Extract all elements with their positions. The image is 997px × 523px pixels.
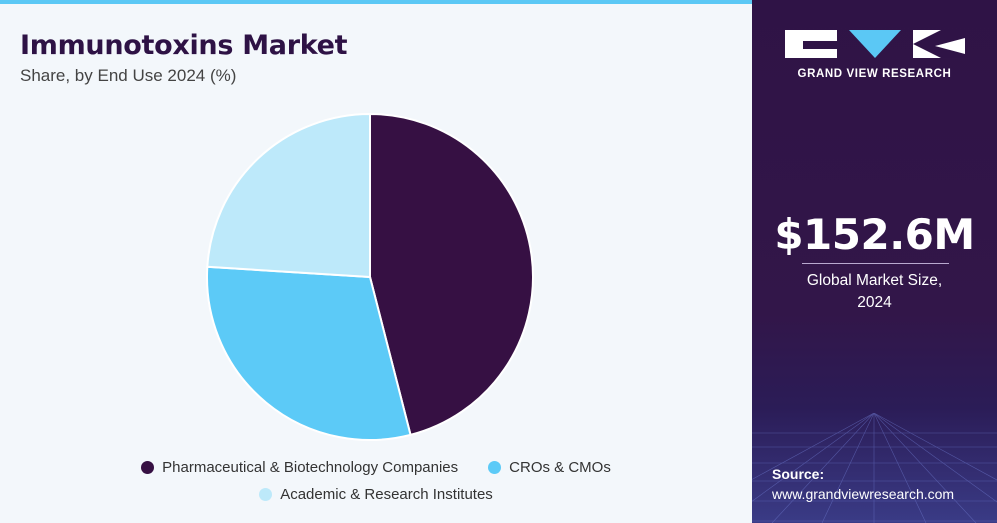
legend-dot-pharma [141, 461, 155, 474]
legend-row-1: Pharmaceutical & Biotechnology Companies… [0, 459, 752, 476]
pie-chart [206, 112, 534, 441]
legend-label-pharma: Pharmaceutical & Biotechnology Companies [162, 459, 459, 476]
market-size-value: $152.6M [774, 210, 975, 259]
legend-dot-cros [488, 461, 502, 474]
legend-row-2: Academic & Research Institutes [0, 486, 752, 503]
market-size-caption-line2: 2024 [857, 294, 892, 311]
grid-floor-decoration [752, 413, 997, 523]
value-divider [802, 263, 949, 264]
pie-slice-cros [206, 265, 412, 441]
source-url[interactable]: www.grandviewresearch.com [772, 486, 955, 502]
legend-label-cros: CROs & CMOs [509, 459, 611, 476]
sidebar-panel: GRAND VIEW RESEARCH $152.6M Global Marke… [752, 0, 997, 523]
legend-dot-academic [259, 488, 273, 501]
legend-item-academic: Academic & Research Institutes [259, 486, 493, 503]
brand-name: GRAND VIEW RESEARCH [797, 68, 952, 80]
chart-subtitle: Share, by End Use 2024 (%) [20, 66, 237, 85]
chart-panel: Immunotoxins Market Share, by End Use 20… [0, 0, 752, 503]
market-size-caption: Global Market Size, 2024 [752, 270, 997, 314]
pie-slice-pharma [369, 112, 534, 437]
market-size-caption-line1: Global Market Size, [806, 272, 943, 289]
chart-title: Immunotoxins Market [20, 30, 348, 61]
legend-label-academic: Academic & Research Institutes [280, 486, 493, 503]
legend-item-pharma: Pharmaceutical & Biotechnology Companies [141, 459, 458, 476]
legend-item-cros: CROs & CMOs [488, 459, 611, 476]
source-label: Source: [772, 466, 825, 482]
grand-view-research-logo [785, 30, 965, 58]
pie-slice-academic [206, 112, 371, 279]
